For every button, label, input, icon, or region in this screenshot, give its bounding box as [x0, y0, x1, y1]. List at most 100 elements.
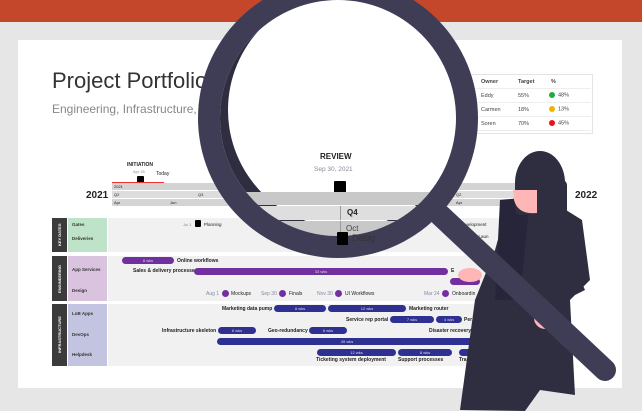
month-label: Apr: [456, 200, 463, 205]
month-label: Aug: [248, 224, 265, 234]
task-bar-ticketing[interactable]: 12 wks: [317, 349, 396, 356]
quarter-label: Q2: [114, 192, 120, 197]
design-date: Aug 1: [206, 291, 220, 297]
task-bar-infrastructure-skeleton[interactable]: 6 wks: [218, 327, 256, 334]
task-bar-online-workflows[interactable]: 8 wks: [122, 257, 174, 264]
status-dot-red: [549, 120, 555, 126]
face: [513, 190, 537, 214]
today-label: Today: [156, 171, 170, 177]
table-row: Eddy 55% 48%: [456, 89, 591, 103]
month-label: Apr: [114, 200, 121, 205]
lens-month-row: Aug Oct: [220, 221, 456, 236]
task-bar-marketing-data-pump[interactable]: 8 wks: [274, 305, 326, 312]
task-bar[interactable]: 4 wks: [436, 316, 462, 323]
row-label-lob-apps: LoB Apps: [72, 311, 94, 316]
row-label-deliveries: Deliveries: [72, 236, 94, 241]
lens-year-row: [220, 192, 456, 205]
design-date: Mar 24: [424, 291, 440, 297]
month-label: Oct: [346, 224, 359, 233]
quarter-label: Q4: [347, 208, 358, 217]
design-milestone-icon: [442, 290, 449, 297]
col-target: Target: [518, 79, 535, 85]
gate-planning-label: Planning: [204, 222, 222, 227]
design-gate-label: Desig: [352, 233, 376, 243]
design-milestone-icon: [335, 290, 342, 297]
task-label: Support processes: [398, 357, 444, 363]
task-bar-geo-redundancy[interactable]: 6 wks: [309, 327, 347, 334]
today-line: [112, 182, 164, 183]
page-subtitle: Engineering, Infrastructure, Key: [52, 102, 221, 116]
task-label: Online workflows: [177, 258, 219, 264]
col-owner: Owner: [481, 79, 499, 85]
table-row: Soren 70% 45%: [456, 117, 591, 131]
hand: [458, 268, 482, 282]
year-start: 2021: [86, 190, 109, 201]
row-label-app-services: App Services: [72, 267, 101, 272]
review-milestone: [334, 181, 346, 194]
task-bar[interactable]: [450, 278, 480, 285]
design-label: UI Workflows: [345, 291, 375, 297]
task-label: Marketing data pump: [222, 306, 273, 312]
row-label-gates: Gates: [72, 222, 85, 227]
task-bar-service-rep-portal[interactable]: 7 wks: [390, 316, 434, 323]
design-milestone-icon: [279, 290, 286, 297]
task-label: Geo-redundancy: [268, 328, 308, 334]
lens-magnified-view: REVIEW Sep 30, 2021 Q4 Aug Oct: [220, 0, 456, 236]
table-header: Owner Target %: [456, 75, 591, 89]
year-end: 2022: [575, 190, 598, 201]
lens-quarter-row: Q4: [220, 206, 456, 220]
col-pct: %: [551, 79, 556, 85]
row-labels-key-dates: Gates Deliveries: [68, 218, 107, 252]
design-label: Mockups: [231, 291, 252, 297]
task-label: Marketing router: [409, 306, 449, 312]
review-date: Sep 30, 2021: [314, 166, 353, 173]
gate-date: Jul 1: [183, 222, 192, 227]
status-dot-green: [549, 92, 555, 98]
task-label: Infrastructure skeleton: [162, 328, 217, 334]
quarter-label: Q3: [198, 192, 204, 197]
task-label: Disaster recovery: [429, 328, 471, 334]
design-label: Finals: [289, 291, 303, 297]
initiation-milestone: [137, 176, 144, 184]
magnifier-handle: [429, 204, 616, 381]
target: 70%: [518, 121, 530, 127]
owner: Soren: [481, 121, 496, 127]
review-label: REVIEW: [320, 152, 352, 161]
pct: 13%: [558, 106, 570, 113]
row-label-design: Design: [72, 288, 88, 293]
task-label: E: [451, 268, 455, 274]
design-date: Sep 30: [261, 291, 277, 297]
initiation-date: Apr 25: [133, 169, 145, 174]
task-bar-sales-delivery[interactable]: 33 wks: [194, 268, 448, 275]
pct: 48%: [558, 92, 570, 99]
task-label: Ticketing system deployment: [316, 357, 386, 363]
row-label-helpdesk: Helpdesk: [72, 352, 93, 357]
target: 18%: [518, 107, 530, 113]
task-label: Sales & delivery processes: [133, 268, 198, 274]
task-label: Per: [464, 317, 473, 323]
design-label: Onboardin: [452, 291, 476, 297]
task-bar-support[interactable]: 8 wks: [398, 349, 452, 356]
target: 55%: [518, 93, 530, 99]
status-dot-yellow: [549, 106, 555, 112]
portfolio-table: Owner Target % Eddy 55% 48% ructure Carm…: [455, 74, 593, 134]
quarter-label: Q2: [456, 192, 462, 197]
task-label: Tra: [459, 357, 467, 363]
row-labels-infrastructure: LoB Apps DevOps Helpdesk: [68, 304, 107, 366]
pct: 45%: [558, 120, 570, 127]
row-label-devops: DevOps: [72, 332, 90, 337]
row-labels-engineering: App Services Design: [68, 256, 107, 301]
task-bar[interactable]: 45 wks: [217, 338, 477, 345]
task-label: Service rep portal: [346, 317, 389, 323]
design-milestone-icon: [222, 290, 229, 297]
design-date: Nov 30: [317, 291, 333, 297]
initiation-label: INITIATION: [127, 162, 154, 168]
gate-development-label: Development: [460, 222, 487, 227]
owner: Eddy: [481, 93, 494, 99]
task-bar-marketing-router[interactable]: 12 wks: [328, 305, 406, 312]
design-milestone: [337, 232, 348, 245]
month-label: Jun: [170, 200, 177, 205]
owner: Carmen: [481, 107, 501, 113]
gate-planning-milestone: [195, 220, 201, 227]
